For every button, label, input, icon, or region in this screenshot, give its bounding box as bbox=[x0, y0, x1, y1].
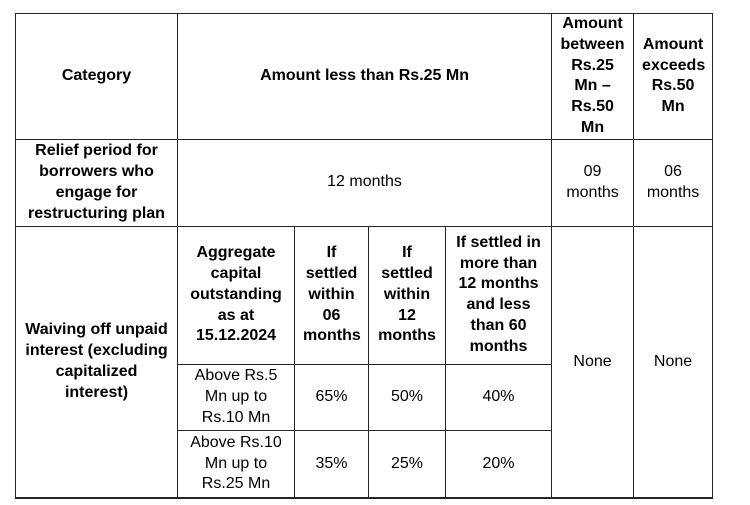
waiving-between-none-cell: None bbox=[551, 225, 635, 499]
header-category-cell: Category bbox=[15, 13, 178, 140]
header-amount-between-cell: Amount between Rs.25 Mn – Rs.50 Mn bbox=[551, 13, 635, 140]
percent-cell: 40% bbox=[444, 363, 553, 431]
band-row-5-10: Above Rs.5 Mn up to Rs.10 Mn 65% 50% 40% bbox=[16, 363, 713, 431]
subheader-settled-06-cell: If settled within 06 months bbox=[294, 225, 369, 365]
percent-cell: 50% bbox=[368, 363, 446, 431]
waiving-category-cell: Waiving off unpaid interest (excluding c… bbox=[15, 225, 178, 499]
header-amount-exceeds-cell: Amount exceeds Rs.50 Mn bbox=[633, 13, 714, 140]
relief-period-row: Relief period for borrowers who engage f… bbox=[15, 138, 714, 227]
settlement-terms-table: Category Amount less than Rs.25 Mn Amoun… bbox=[15, 13, 714, 500]
band-label-cell: Above Rs.5 Mn up to Rs.10 Mn bbox=[177, 363, 295, 431]
percent-cell: 25% bbox=[368, 429, 446, 499]
header-row: Category Amount less than Rs.25 Mn Amoun… bbox=[15, 13, 714, 140]
waiving-exceeds-none-cell: None bbox=[633, 225, 714, 499]
percent-cell: 65% bbox=[294, 363, 369, 431]
subheader-settled-12-60-cell: If settled in more than 12 months and le… bbox=[444, 225, 553, 365]
relief-less-than-25-cell: 12 months bbox=[176, 138, 553, 227]
percent-cell: 20% bbox=[444, 429, 553, 499]
header-amount-less-cell: Amount less than Rs.25 Mn bbox=[176, 13, 553, 140]
percent-cell: 35% bbox=[294, 429, 369, 499]
subheader-aggregate-capital-cell: Aggregate capital outstanding as at 15.1… bbox=[177, 225, 295, 365]
subheader-settled-12-cell: If settled within 12 months bbox=[368, 225, 446, 365]
relief-category-cell: Relief period for borrowers who engage f… bbox=[15, 138, 178, 227]
relief-exceeds-50-cell: 06 months bbox=[633, 138, 714, 227]
waiving-subheader-row: Waiving off unpaid interest (excluding c… bbox=[15, 225, 714, 499]
relief-between-25-50-cell: 09 months bbox=[551, 138, 635, 227]
band-row-10-25: Above Rs.10 Mn up to Rs.25 Mn 35% 25% 20… bbox=[16, 429, 713, 499]
band-label-cell: Above Rs.10 Mn up to Rs.25 Mn bbox=[177, 429, 295, 499]
